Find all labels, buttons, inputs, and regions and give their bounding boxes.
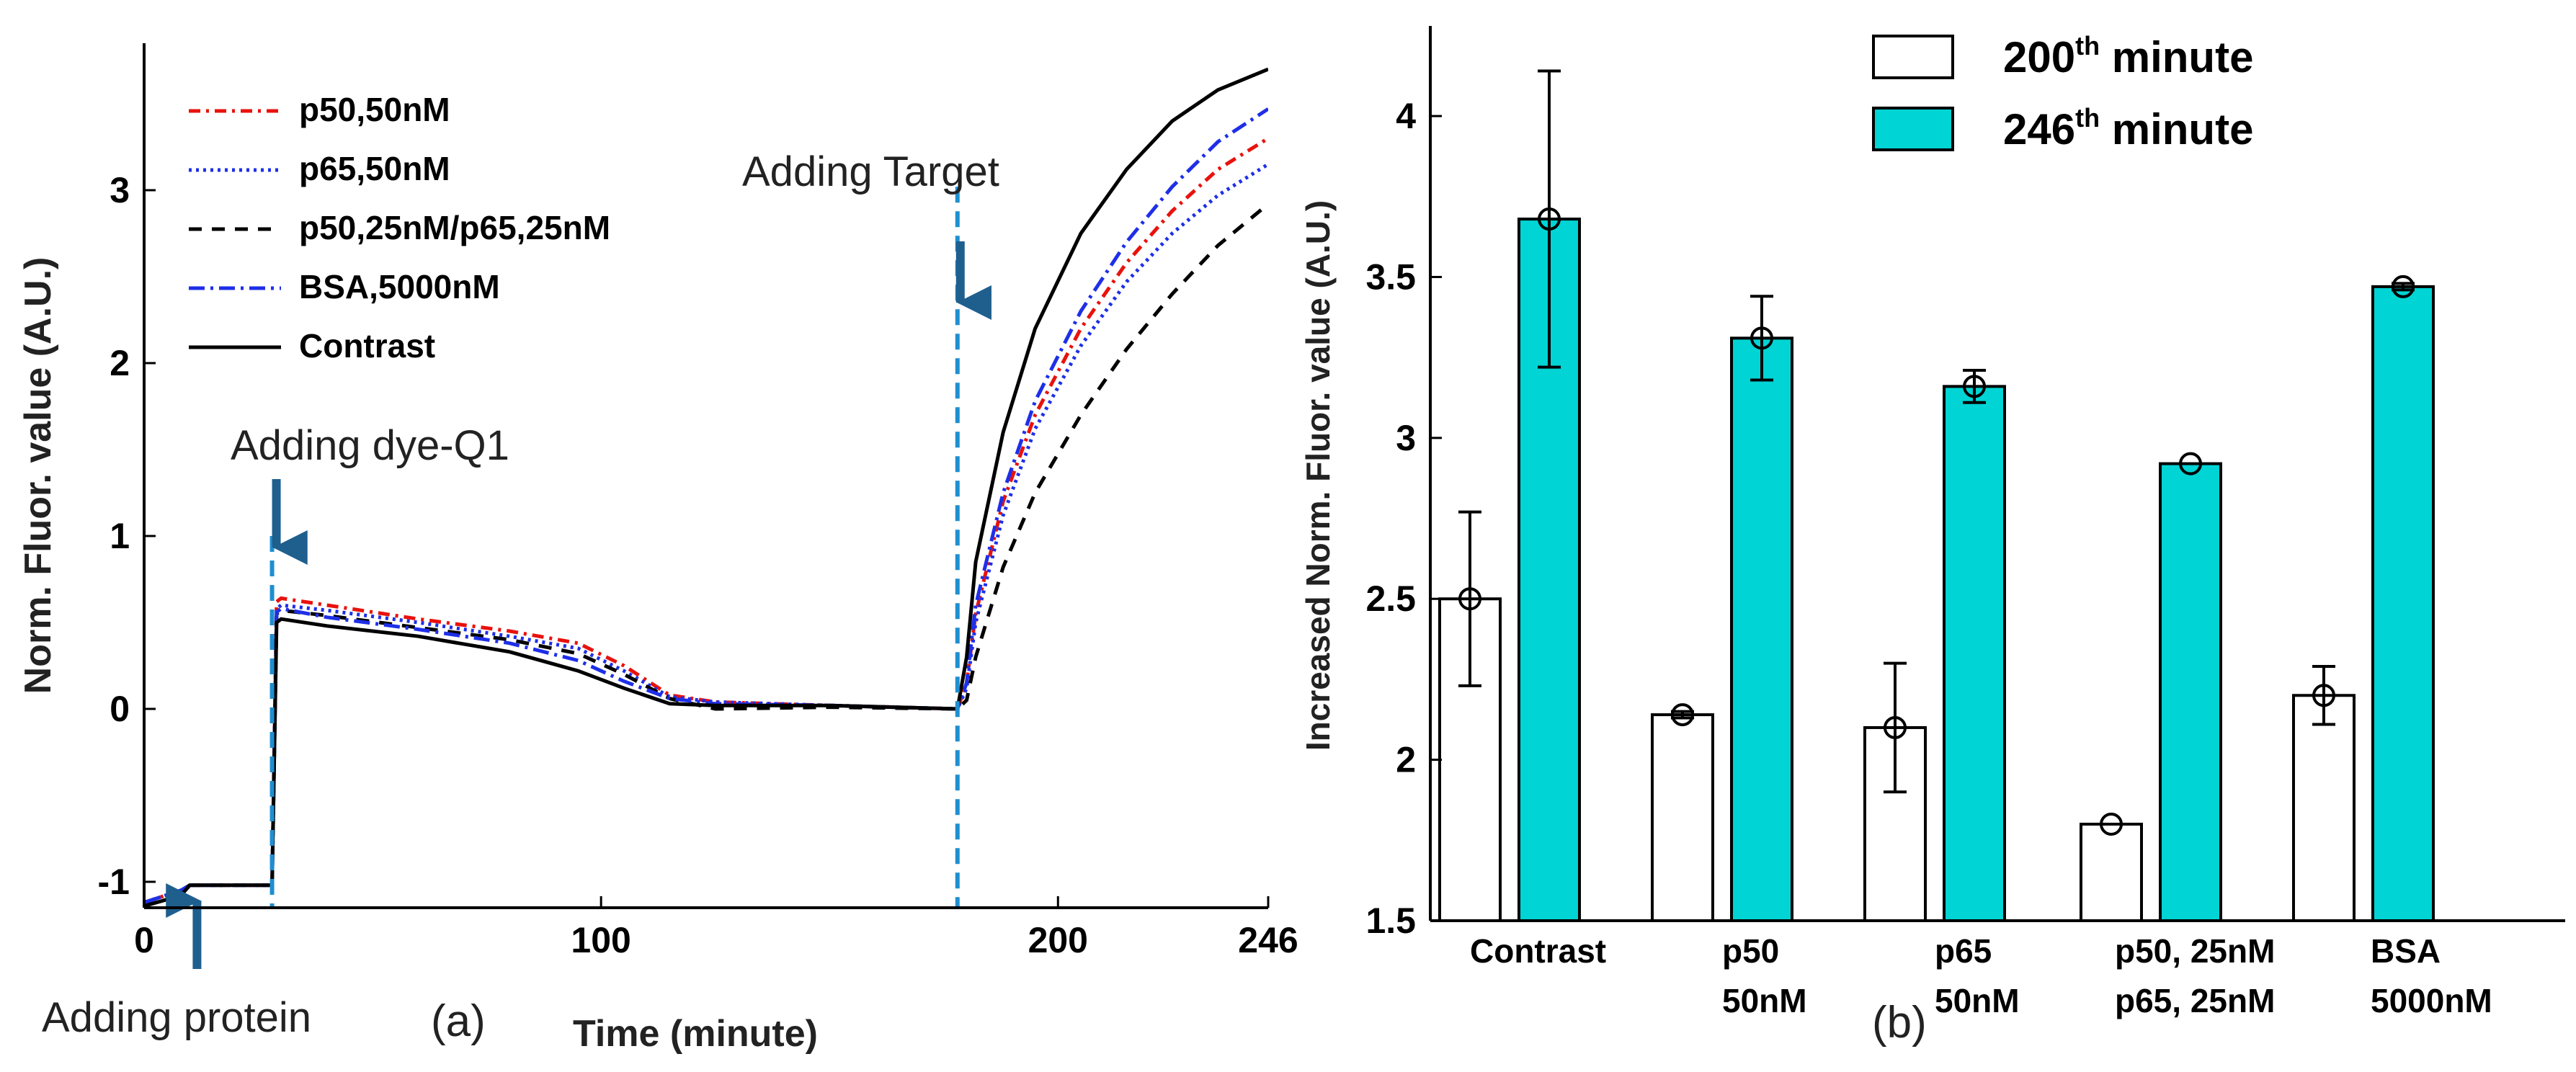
category-label-3-line2: p65, 25nM bbox=[2115, 982, 2275, 1019]
series-line-4 bbox=[144, 67, 1268, 908]
legend-swatch-b-0 bbox=[1872, 35, 1954, 79]
category-label-3: p50, 25nM bbox=[2115, 932, 2275, 970]
legend-label-4: Contrast bbox=[299, 327, 435, 365]
category-label-4: BSA bbox=[2371, 932, 2441, 970]
y-tick-label-b: 1.5 bbox=[1365, 901, 1416, 941]
legend-b: 200th minute 246th minute bbox=[1872, 31, 2253, 153]
x-tick-label-a: 0 bbox=[134, 920, 154, 960]
category-label-1: p50 bbox=[1722, 932, 1779, 970]
legend-label-3: BSA,5000nM bbox=[299, 268, 500, 305]
y-tick-label-a: 0 bbox=[110, 689, 130, 729]
y-tick-label-a: -1 bbox=[98, 862, 130, 902]
legend-label-b-0: 200th minute bbox=[2003, 31, 2253, 81]
y-tick-label-b: 2 bbox=[1396, 740, 1416, 780]
panel-label-a: (a) bbox=[431, 996, 486, 1046]
annotation-target: Adding Target bbox=[742, 148, 999, 195]
y-tick-label-a: 1 bbox=[110, 516, 130, 556]
legend-swatch-b-1 bbox=[1872, 107, 1954, 151]
x-tick-label-a: 200 bbox=[1028, 920, 1088, 960]
bar-4-1 bbox=[2371, 285, 2435, 922]
x-tick-label-a: 246 bbox=[1238, 920, 1298, 960]
y-tick-label-b: 3 bbox=[1396, 418, 1416, 458]
bar-layer bbox=[1438, 69, 2435, 923]
y-tick-label-b: 2.5 bbox=[1365, 579, 1416, 619]
annotation-layer: Adding dye-Q1 Adding Target Adding protein bbox=[42, 148, 999, 1041]
x-axis-label-a: Time (minute) bbox=[573, 1013, 818, 1055]
legend-label-1: p65,50nM bbox=[299, 150, 450, 187]
bar-3-1 bbox=[2159, 462, 2222, 922]
bar-3-0 bbox=[2080, 822, 2143, 922]
y-axis-label-b: Increased Norm. Fluor. value (A.U.) bbox=[1299, 200, 1337, 751]
category-label-1-line2: 50nM bbox=[1722, 982, 1807, 1019]
category-label-2: p65 bbox=[1935, 932, 1992, 970]
legend-label-b-1: 246th minute bbox=[2003, 103, 2253, 153]
bar-2-1 bbox=[1943, 385, 2006, 922]
series-line-2 bbox=[144, 202, 1268, 905]
panel-label-b: (b) bbox=[1872, 998, 1927, 1048]
x-tick-label-a: 100 bbox=[571, 920, 630, 960]
bar-1-0 bbox=[1651, 713, 1714, 923]
category-label-0: Contrast bbox=[1470, 932, 1606, 970]
bar-4-0 bbox=[2292, 694, 2356, 922]
annotation-protein: Adding protein bbox=[42, 994, 311, 1041]
series-layer bbox=[144, 67, 1268, 908]
y-tick-label-b: 3.5 bbox=[1365, 256, 1416, 297]
legend-a: p50,50nM p65,50nM p50,25nM/p65,25nM BSA,500… bbox=[189, 91, 610, 365]
bar-1-1 bbox=[1730, 336, 1793, 922]
panel-a-line-chart: Adding dye-Q1 Adding Target Adding protein… bbox=[17, 43, 1298, 1055]
y-tick-label-a: 2 bbox=[110, 343, 130, 383]
annotation-dye: Adding dye-Q1 bbox=[231, 422, 509, 469]
legend-label-0: p50,50nM bbox=[299, 91, 450, 128]
y-tick-label-b: 4 bbox=[1396, 96, 1416, 136]
legend-label-2: p50,25nM/p65,25nM bbox=[299, 209, 610, 246]
series-line-0 bbox=[144, 136, 1268, 905]
category-label-2-line2: 50nM bbox=[1935, 982, 2020, 1019]
axes-b: 1.5 2 2.5 3 3.5 4 Contrast p50 50nM p65 50nM p50, 2… bbox=[1365, 26, 2565, 1019]
y-tick-label-a: 3 bbox=[110, 170, 130, 210]
category-label-4-line2: 5000nM bbox=[2371, 982, 2492, 1019]
y-axis-label-a: Norm. Fluor. value (A.U.) bbox=[17, 257, 59, 694]
panel-b-bar-chart: 1.5 2 2.5 3 3.5 4 Contrast p50 50nM p65 50nM p50, 2… bbox=[1299, 26, 2565, 1048]
